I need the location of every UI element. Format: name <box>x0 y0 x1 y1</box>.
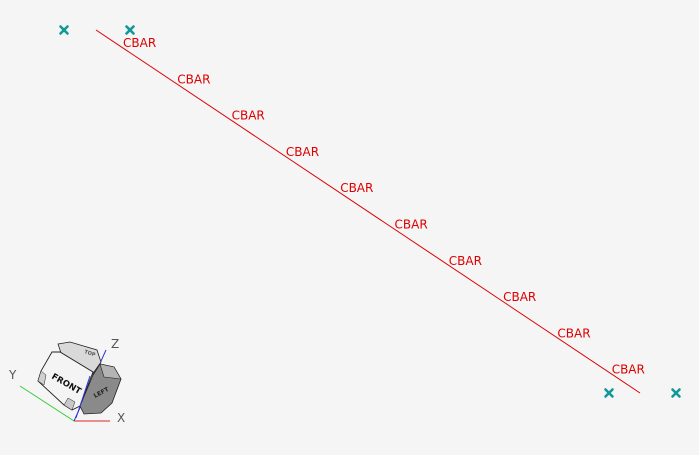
element-label: CBAR <box>286 145 319 159</box>
x-cross-icon[interactable] <box>59 25 69 35</box>
element-label: CBAR <box>340 181 373 195</box>
z-axis-label: Z <box>111 337 119 351</box>
element-label: CBAR <box>123 36 156 50</box>
element-label: CBAR <box>395 218 428 232</box>
element-label: CBAR <box>449 254 482 268</box>
view-cube[interactable]: X Y Z FRONT LEFT TOP <box>8 337 125 425</box>
element-label: CBAR <box>612 363 645 377</box>
x-cross-icon[interactable] <box>671 388 681 398</box>
element-label: CBAR <box>557 326 590 340</box>
element-label: CBAR <box>503 290 536 304</box>
y-axis-label: Y <box>8 368 17 382</box>
element-labels: CBAR CBAR CBAR CBAR CBAR CBAR CBAR CBAR CBAR CBAR <box>123 36 645 377</box>
y-axis-line <box>19 385 75 422</box>
cube-label-top: TOP <box>83 349 96 358</box>
x-cross-icon[interactable] <box>125 25 135 35</box>
element-label: CBAR <box>177 72 210 86</box>
cbar-beam-line[interactable] <box>95 29 641 394</box>
element-label: CBAR <box>232 109 265 123</box>
constraint-markers[interactable] <box>59 25 681 398</box>
x-axis-label: X <box>117 411 125 425</box>
view-cube-body[interactable]: FRONT LEFT TOP <box>37 341 122 419</box>
x-cross-icon[interactable] <box>604 388 614 398</box>
